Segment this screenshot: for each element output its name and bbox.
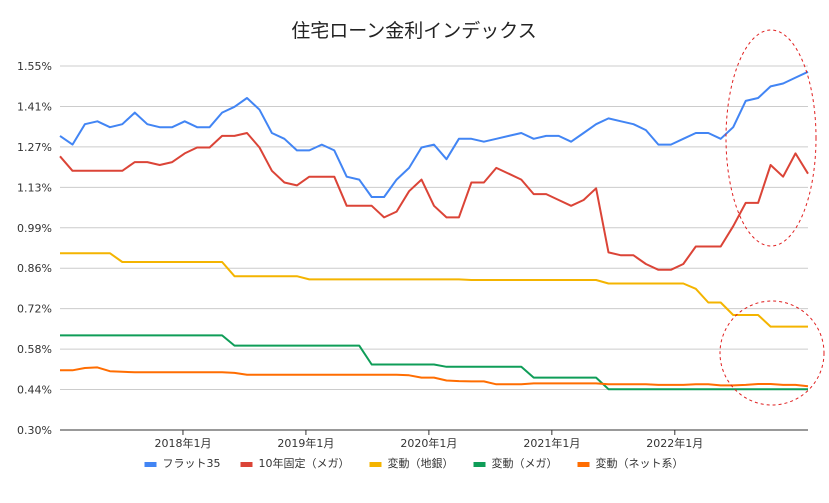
legend-label: 変動（地銀） [388, 456, 454, 470]
series-line [59, 132, 809, 271]
y-tick-label: 0.72% [17, 303, 52, 316]
y-tick-label: 0.99% [17, 222, 52, 235]
y-tick-label: 0.58% [17, 343, 52, 356]
legend-swatch [240, 462, 253, 467]
x-tick-label: 2019年1月 [277, 436, 334, 450]
legend-label: 10年固定（メガ） [259, 456, 350, 470]
series-line [59, 70, 809, 198]
x-tick-label: 2018年1月 [154, 436, 211, 450]
legend-item: 変動（ネット系） [577, 456, 684, 470]
legend-label: 変動（メガ） [492, 456, 558, 470]
highlight-circle-variable-rates [719, 300, 825, 406]
y-tick-label: 1.27% [17, 141, 52, 154]
highlight-circle-fixed-rates [725, 29, 817, 247]
legend-item: 変動（地銀） [369, 456, 454, 470]
y-tick-label: 0.86% [17, 262, 52, 275]
y-tick-label: 0.44% [17, 384, 52, 397]
legend-item: 変動（メガ） [473, 456, 558, 470]
legend-item: 10年固定（メガ） [240, 456, 350, 470]
y-tick-label: 1.13% [17, 181, 52, 194]
y-axis-tick-labels: 1.55% 1.41% 1.27% 1.13% 0.99% 0.86% 0.72% 0.58%… [17, 60, 52, 437]
legend-item: フラット35 [144, 457, 221, 470]
series-line [60, 334, 808, 391]
legend-swatch [473, 462, 486, 467]
legend: フラット35 10年固定（メガ） 変動（地銀） 変動（メガ） 変動（ネット系） [144, 456, 684, 470]
annotations [719, 29, 825, 406]
chart-title: 住宅ローン金利インデックス [291, 20, 536, 42]
series-lines [59, 70, 809, 391]
legend-label: 変動（ネット系） [596, 456, 684, 470]
legend-label: フラット35 [163, 457, 221, 470]
gridlines [60, 65, 808, 435]
legend-swatch [144, 462, 157, 467]
x-tick-label: 2021年1月 [523, 436, 580, 450]
y-tick-label: 1.55% [17, 60, 52, 73]
x-tick-label: 2022年1月 [646, 436, 703, 450]
series-line [60, 252, 808, 328]
y-tick-label: 0.30% [17, 424, 52, 437]
y-tick-label: 1.41% [17, 100, 52, 113]
legend-swatch [369, 462, 382, 467]
legend-swatch [577, 462, 590, 467]
series-line [60, 366, 809, 388]
x-tick-label: 2020年1月 [400, 436, 457, 450]
x-axis-tick-labels: 2018年1月 2019年1月 2020年1月 2021年1月 2022年1月 [154, 436, 703, 450]
